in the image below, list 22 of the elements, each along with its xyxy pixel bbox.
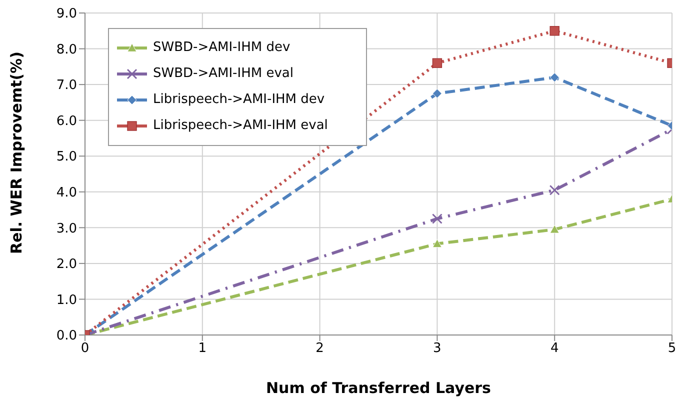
x-tick-label: 3 <box>433 341 442 356</box>
x-tick-label: 2 <box>316 341 324 356</box>
x-tick-label: 5 <box>668 341 676 356</box>
y-tick-label: 0.0 <box>56 328 77 344</box>
legend-label: Librispeech->AMI-IHM dev <box>153 91 325 109</box>
x-tick-label: 0 <box>80 341 90 356</box>
y-tick-label: 4.0 <box>56 186 77 201</box>
y-tick-label: 1.0 <box>56 292 77 308</box>
y-tick-label: 7.0 <box>56 78 77 94</box>
y-tick-label: 6.0 <box>56 114 77 129</box>
x-axis-title: Num of Transferred Layers <box>266 379 492 397</box>
y-tick-label: 9.0 <box>56 6 77 22</box>
y-tick-label: 3.0 <box>56 221 77 236</box>
y-tick-label: 5.0 <box>56 150 77 165</box>
legend-label: SWBD->AMI-IHM eval <box>153 65 294 83</box>
x-tick-label: 1 <box>198 341 207 356</box>
legend-label: Librispeech->AMI-IHM eval <box>153 117 328 135</box>
x-tick-label: 4 <box>550 341 559 356</box>
y-axis-title: Rel. WER Improvemt(%) <box>7 52 26 254</box>
y-tick-label: 8.0 <box>56 42 77 58</box>
legend-label: SWBD->AMI-IHM dev <box>153 39 290 57</box>
y-tick-label: 2.0 <box>56 257 77 272</box>
